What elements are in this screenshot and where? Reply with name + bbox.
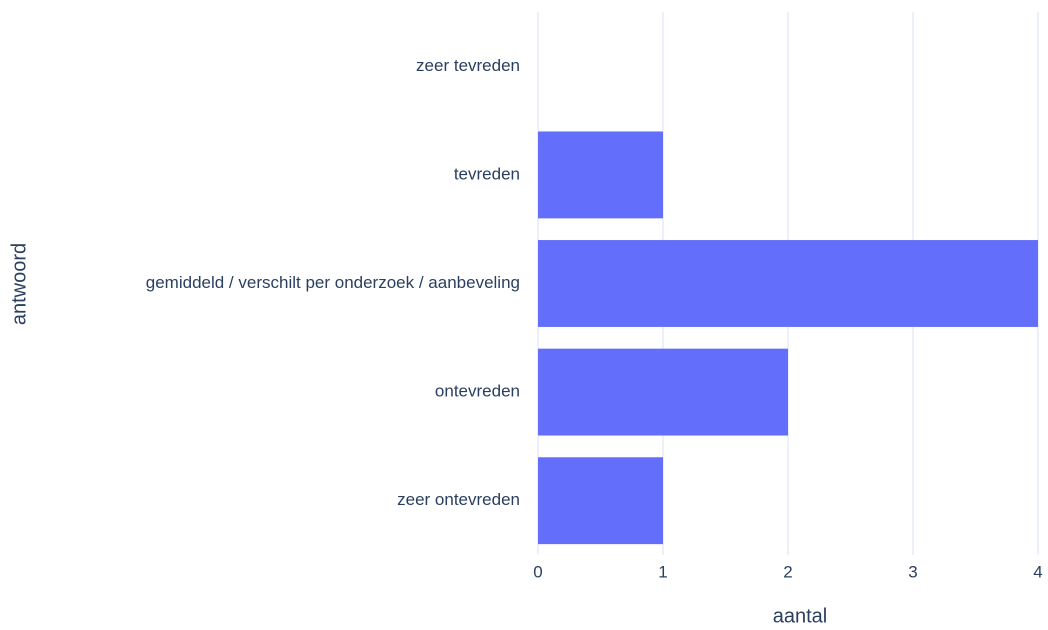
bar	[538, 348, 788, 436]
y-axis-title: antwoord	[8, 243, 30, 325]
x-axis-title: aantal	[773, 605, 828, 627]
bar	[538, 131, 663, 219]
x-tick-label: 4	[1033, 562, 1042, 581]
y-tick-label: gemiddeld / verschilt per onderzoek / aa…	[146, 273, 520, 292]
x-tick-label: 0	[533, 562, 542, 581]
y-tick-label: ontevreden	[435, 382, 520, 401]
x-tick-label: 1	[658, 562, 667, 581]
y-tick-label: tevreden	[454, 164, 520, 183]
x-tick-label: 2	[783, 562, 792, 581]
x-tick-label: 3	[908, 562, 917, 581]
y-tick-label: zeer tevreden	[416, 56, 520, 75]
y-tick-label: zeer ontevreden	[397, 490, 520, 509]
bar	[538, 457, 663, 545]
bar	[538, 240, 1038, 327]
